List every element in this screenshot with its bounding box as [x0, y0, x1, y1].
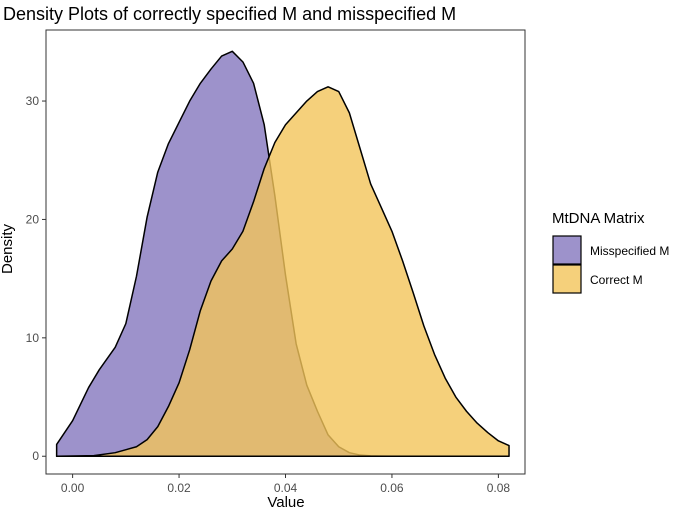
- x-tick-label: 0.02: [167, 481, 191, 495]
- legend-label: Misspecified M: [590, 244, 669, 258]
- legend: MtDNA Matrix Misspecified M Correct M: [552, 210, 669, 294]
- legend-title: MtDNA Matrix: [552, 210, 645, 227]
- x-tick-label: 0.08: [487, 481, 511, 495]
- plot-area: [55, 50, 510, 457]
- y-axis-title: Density: [0, 223, 16, 274]
- chart-title: Density Plots of correctly specified M a…: [3, 4, 456, 24]
- y-tick-label: 0: [32, 449, 39, 463]
- y-tick-label: 10: [26, 331, 40, 345]
- y-axis: 0 10 20 30: [26, 94, 46, 463]
- x-tick-label: 0.06: [380, 481, 404, 495]
- x-tick-label: 0.00: [61, 481, 85, 495]
- legend-key: [552, 264, 582, 294]
- x-tick-label: 0.04: [274, 481, 298, 495]
- y-tick-label: 30: [26, 94, 40, 108]
- legend-label: Correct M: [590, 273, 643, 287]
- density-area-correct-m: [55, 86, 510, 457]
- x-axis: 0.00 0.02 0.04 0.06 0.08: [61, 474, 510, 495]
- y-tick-label: 20: [26, 212, 40, 226]
- x-axis-title: Value: [267, 494, 304, 511]
- legend-key: [552, 235, 582, 265]
